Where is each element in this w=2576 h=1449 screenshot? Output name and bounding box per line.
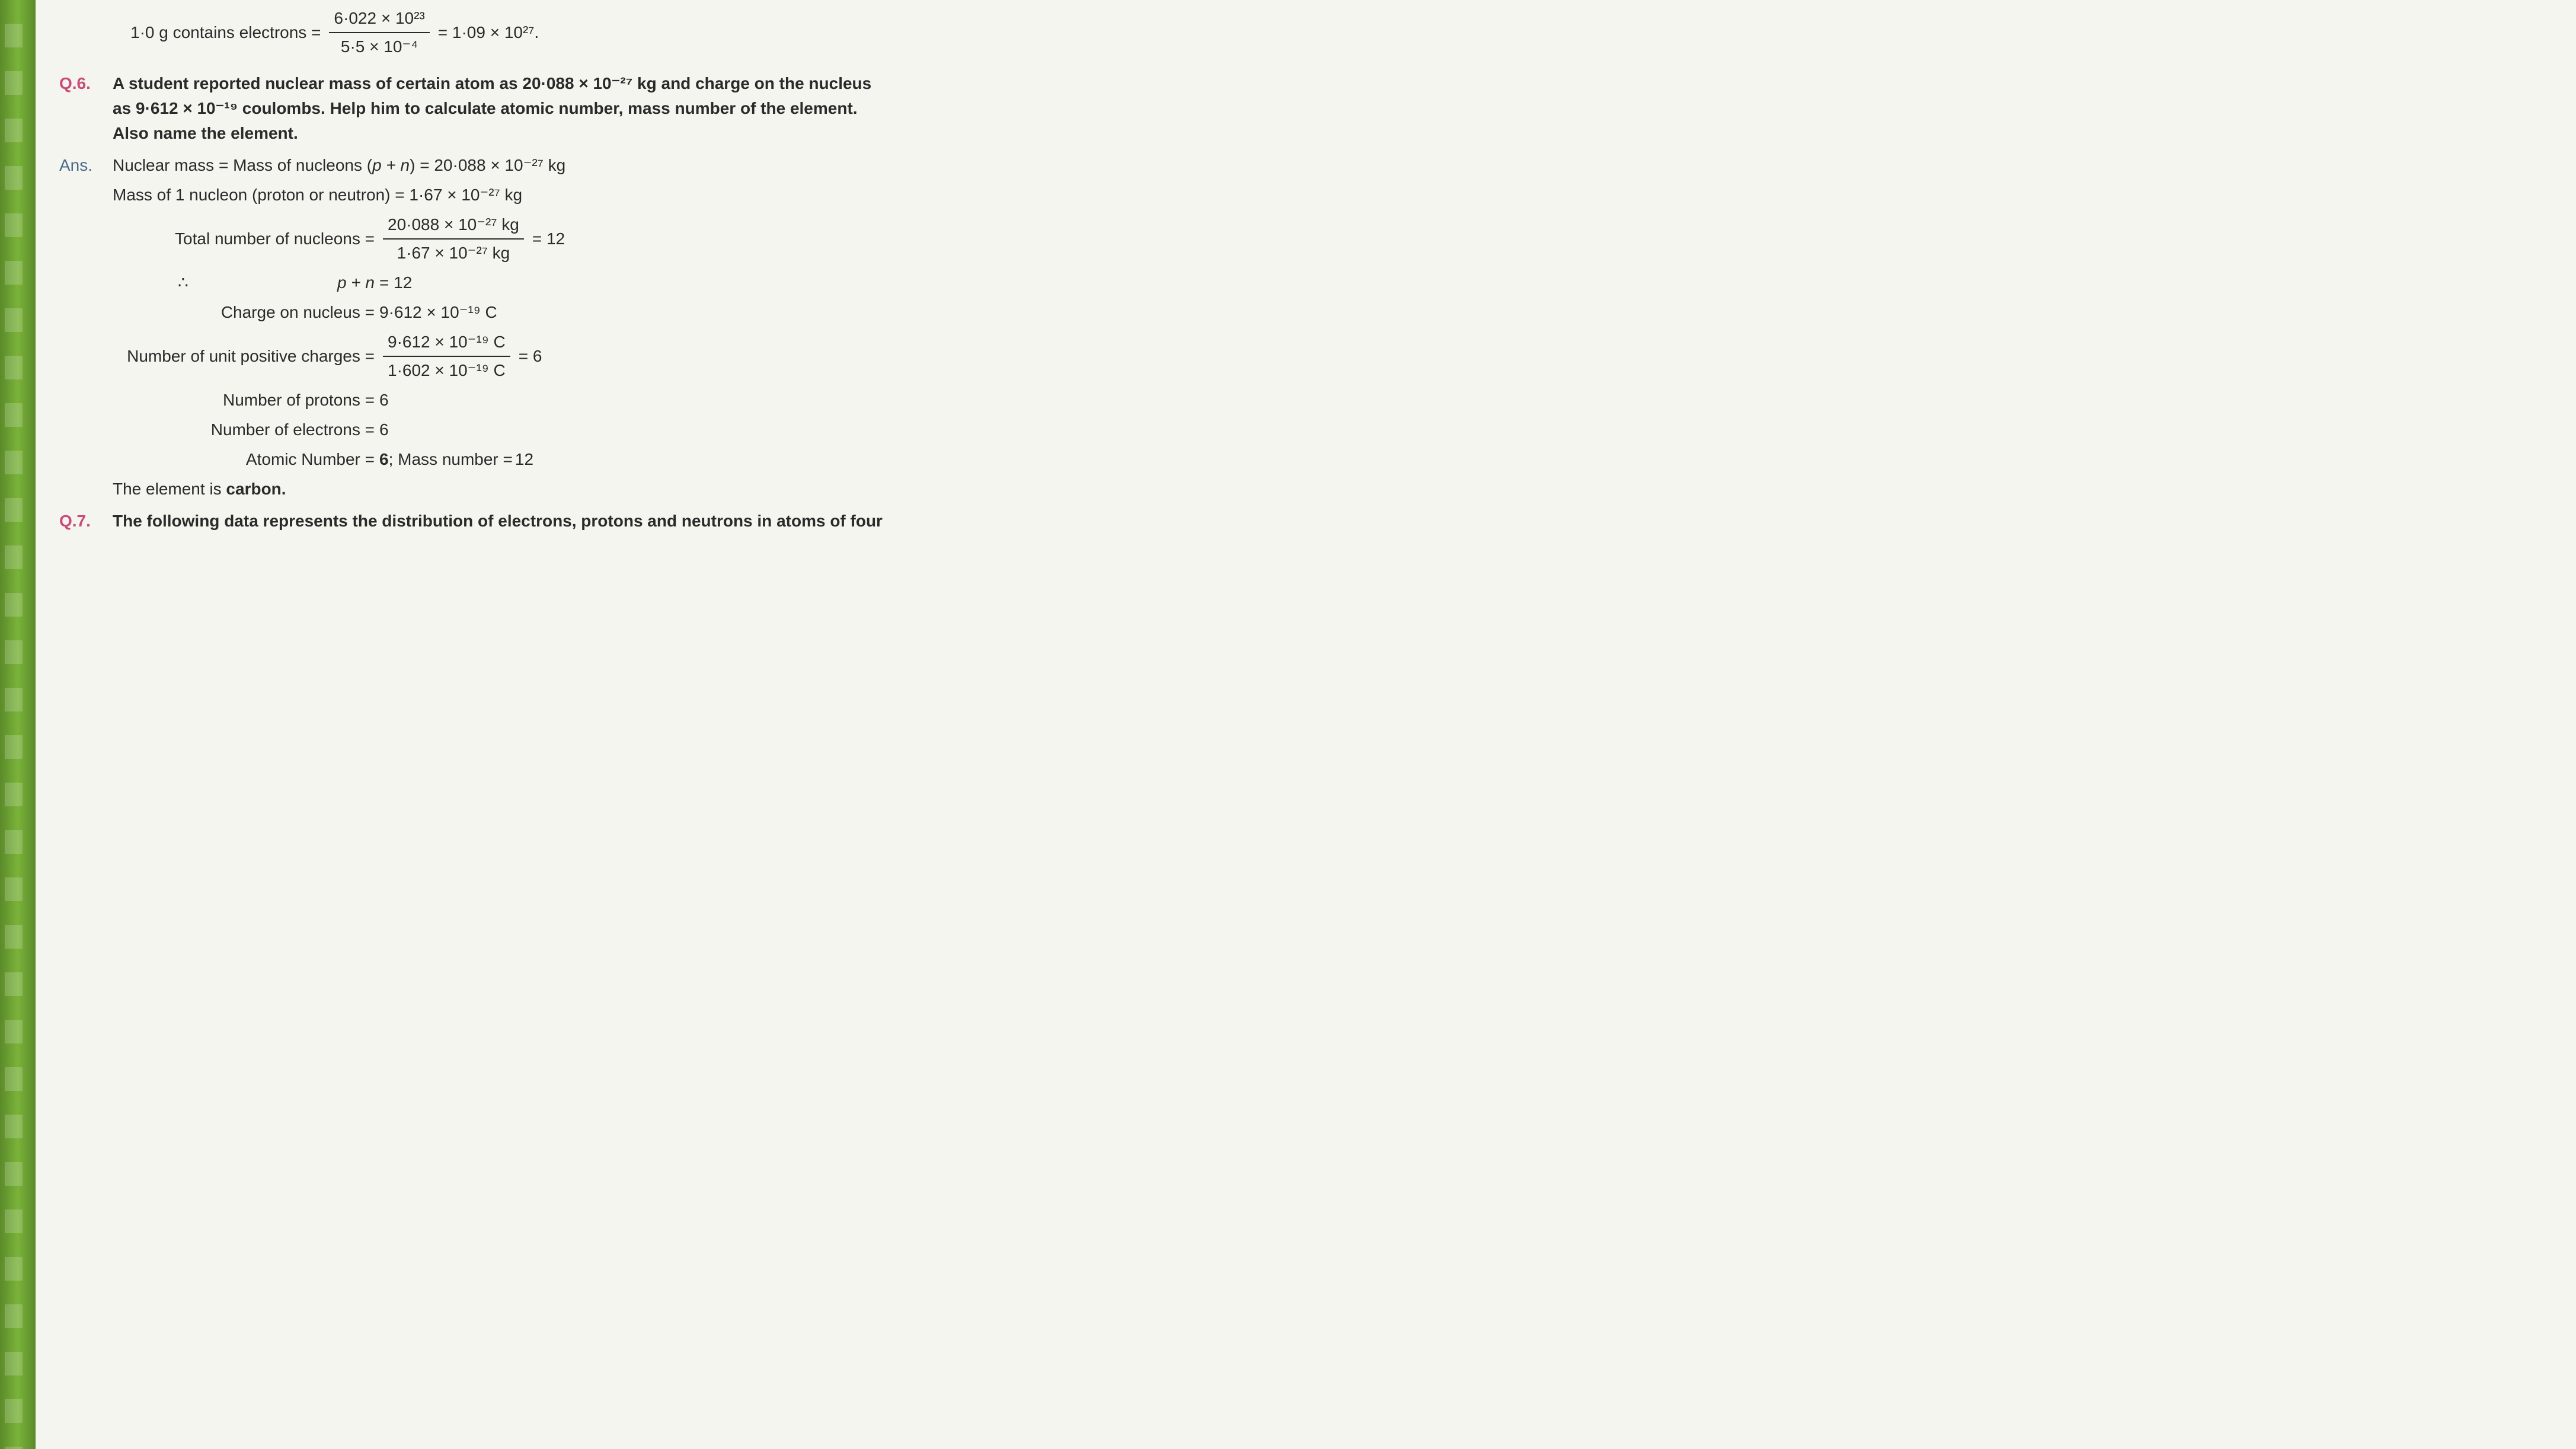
unit-charges-line: Number of unit positive charges = 9·612 … <box>113 330 2552 383</box>
total-nucleons-num: 20·088 × 10⁻²⁷ kg <box>383 212 524 240</box>
nuclear-mass-value: ) = 20·088 × 10⁻²⁷ kg <box>410 156 565 174</box>
q7-text: The following data represents the distri… <box>113 509 2552 534</box>
q6-line3: Also name the element. <box>113 124 298 142</box>
num-protons-label: Number of protons = <box>113 388 379 413</box>
partial-fraction: 6·022 × 10²³ 5·5 × 10⁻⁴ <box>329 6 429 59</box>
total-nucleons-den: 1·67 × 10⁻²⁷ kg <box>392 240 515 266</box>
q6-line1: A student reported nuclear mass of certa… <box>113 74 871 92</box>
atomic-num-label: Atomic Number = <box>113 447 379 472</box>
unit-charges-label: Number of unit positive charges = <box>113 344 379 369</box>
unit-charges-fraction: 9·612 × 10⁻¹⁹ C 1·602 × 10⁻¹⁹ C <box>383 330 510 383</box>
q6-text: A student reported nuclear mass of certa… <box>113 71 2552 146</box>
page-wrapper: 1·0 g contains electrons = 6·022 × 10²³ … <box>0 0 2576 1449</box>
pn-eq: p + n <box>337 273 375 292</box>
total-nucleons-label: Total number of nucleons = <box>113 226 379 251</box>
pn-var: p + n <box>372 156 410 174</box>
ans6-label: Ans. <box>59 153 113 178</box>
charge-value: 9·612 × 10⁻¹⁹ C <box>379 300 497 325</box>
mass-1-nucleon: Mass of 1 nucleon (proton or neutron) = … <box>113 186 522 204</box>
mass-num-label: ; Mass number = <box>389 447 513 472</box>
q6-line2: as 9·612 × 10⁻¹⁹ coulombs. Help him to c… <box>113 99 858 117</box>
total-nucleons-line: Total number of nucleons = 20·088 × 10⁻²… <box>113 212 2552 266</box>
carbon-line: The element is carbon. <box>113 477 2552 502</box>
therefore-symbol: ∴ <box>178 270 188 295</box>
q7-label: Q.7. <box>59 509 113 534</box>
q6-row: Q.6. A student reported nuclear mass of … <box>59 71 2552 146</box>
num-electrons-line: Number of electrons = 6 <box>113 417 2552 442</box>
num-protons-val: 6 <box>379 388 389 413</box>
charge-label: Charge on nucleus = <box>113 300 379 325</box>
ans6-text: Nuclear mass = Mass of nucleons (p + n) … <box>113 153 2552 178</box>
partial-result: = 1·09 × 10²⁷. <box>438 20 539 45</box>
therefore-line: ∴ p + n = 12 <box>113 270 2552 295</box>
carbon-intro: The element is <box>113 480 226 498</box>
q6-label: Q.6. <box>59 71 113 96</box>
pn-eq-label: p + n <box>196 270 379 295</box>
total-nucleons-result: = 12 <box>532 226 565 251</box>
mass-num-val: 12 <box>515 447 533 472</box>
charge-line: Charge on nucleus = 9·612 × 10⁻¹⁹ C <box>113 300 2552 325</box>
ans6-row: Ans. Nuclear mass = Mass of nucleons (p … <box>59 153 2552 178</box>
num-electrons-label: Number of electrons = <box>113 417 379 442</box>
unit-charges-result: = 6 <box>519 344 542 369</box>
unit-charges-num: 9·612 × 10⁻¹⁹ C <box>383 330 510 357</box>
book-spine <box>0 0 36 1449</box>
num-protons-line: Number of protons = 6 <box>113 388 2552 413</box>
nuclear-mass-label: Nuclear mass = Mass of nucleons ( <box>113 156 372 174</box>
atomic-mass-values: 6 ; Mass number = 12 <box>379 447 533 472</box>
total-nucleons-fraction: 20·088 × 10⁻²⁷ kg 1·67 × 10⁻²⁷ kg <box>383 212 524 266</box>
mass-1-nucleon-line: Mass of 1 nucleon (proton or neutron) = … <box>113 183 2552 208</box>
page-content: 1·0 g contains electrons = 6·022 × 10²³ … <box>36 0 2576 1449</box>
atomic-mass-line: Atomic Number = 6 ; Mass number = 12 <box>113 447 2552 472</box>
partial-denominator: 5·5 × 10⁻⁴ <box>336 33 423 59</box>
q7-row: Q.7. The following data represents the d… <box>59 509 2552 534</box>
unit-charges-den: 1·602 × 10⁻¹⁹ C <box>383 357 510 383</box>
pn-val: = 12 <box>379 270 412 295</box>
total-nucleons-value: 20·088 × 10⁻²⁷ kg 1·67 × 10⁻²⁷ kg = 12 <box>379 212 565 266</box>
unit-charges-value: 9·612 × 10⁻¹⁹ C 1·602 × 10⁻¹⁹ C = 6 <box>379 330 542 383</box>
num-electrons-val: 6 <box>379 417 389 442</box>
carbon: carbon. <box>226 480 286 498</box>
partial-left-text: 1·0 g contains electrons = <box>130 20 321 45</box>
partial-equation-top: 1·0 g contains electrons = 6·022 × 10²³ … <box>130 6 2552 59</box>
atomic-num-val: 6 <box>379 447 389 472</box>
therefore-left: ∴ <box>113 270 196 295</box>
partial-numerator: 6·022 × 10²³ <box>329 6 429 33</box>
